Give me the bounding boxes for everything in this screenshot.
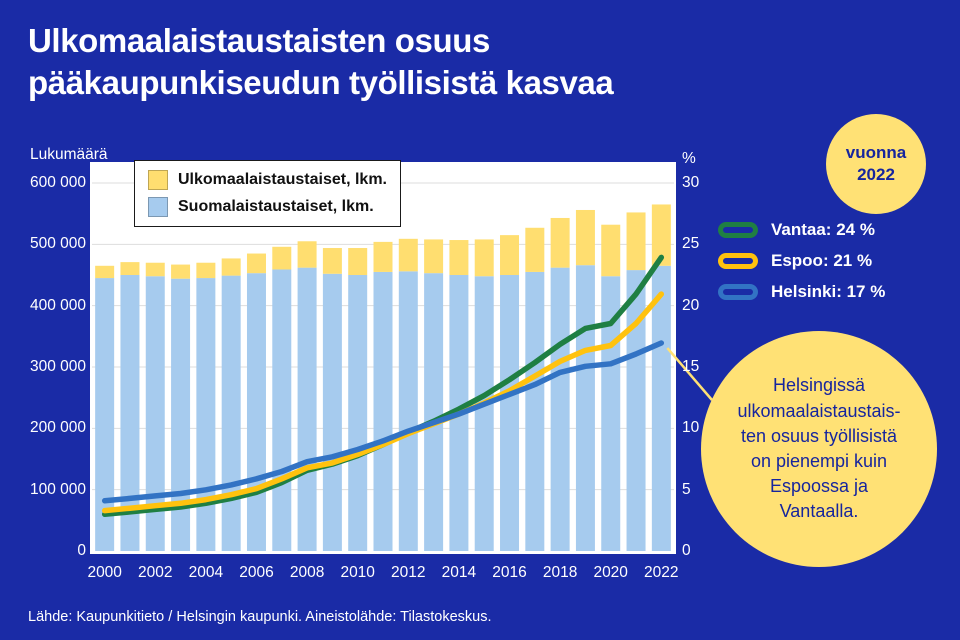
pct-axis-tick: 30	[682, 174, 700, 191]
pct-axis-tick: 15	[682, 357, 700, 375]
source-note: Lähde: Kaupunkitieto / Helsingin kaupunk…	[28, 609, 492, 625]
left-axis-ticks: 600 000 500 000 400 000 300 000 200 000 100 0…	[18, 173, 86, 561]
x-axis-tick: 2020	[593, 564, 628, 581]
callout-text: Helsingissä ulkomaalaistaustais- ten osu…	[737, 375, 901, 522]
y-axis-tick: 400 000	[29, 296, 86, 314]
legend-item-foreign: Ulkomaalaistaustaiset, lkm.	[148, 170, 387, 190]
page-title: Ulkomaalaistaustaisten osuus pääkaupunki…	[28, 20, 614, 104]
x-axis-tick: 2022	[644, 564, 679, 581]
line-legend: Vantaa: 24 % Espoo: 21 % Helsinki: 17 %	[718, 220, 885, 302]
year-badge: vuonna 2022	[826, 114, 926, 214]
right-axis-ticks: 30 25 20 15 10 5 0	[682, 173, 722, 561]
x-axis-tick: 2018	[542, 564, 578, 581]
finnish-bar-swatch-icon	[148, 197, 168, 217]
x-axis-tick: 2008	[289, 564, 325, 581]
pct-axis-tick: 5	[682, 480, 691, 498]
page-title-line2: pääkaupunkiseudun työllisistä kasvaa	[28, 64, 614, 102]
callout-bubble: Helsingissä ulkomaalaistaustais- ten osu…	[701, 331, 937, 567]
bar-legend: Ulkomaalaistaustaiset, lkm. Suomalaistau…	[134, 160, 401, 227]
x-axis-tick: 2006	[239, 564, 274, 581]
legend-item-label: Suomalaistaustaiset, lkm.	[178, 198, 374, 215]
pct-axis-tick: 20	[682, 296, 700, 314]
y-axis-tick: 200 000	[29, 419, 86, 437]
year-badge-text: vuonna 2022	[845, 142, 907, 184]
left-axis-label: Lukumäärä	[30, 146, 108, 163]
x-axis-ticks: 2000 2002 2004 2006 2008 2010 2012 2014 2016 2018…	[87, 564, 678, 586]
line-legend-item-espoo: Espoo: 21 %	[718, 251, 885, 271]
x-axis-tick: 2010	[340, 564, 375, 581]
espoo-line-swatch-icon	[718, 253, 758, 269]
y-axis-tick: 500 000	[29, 235, 86, 253]
vantaa-line-swatch-icon	[718, 222, 758, 238]
pct-axis-tick: 25	[682, 235, 700, 253]
legend-item-finnish: Suomalaistaustaiset, lkm.	[148, 197, 387, 217]
line-legend-label: Vantaa: 24 %	[771, 220, 875, 239]
y-axis-tick: 600 000	[29, 174, 86, 191]
x-axis-tick: 2002	[138, 564, 173, 581]
y-axis-tick: 0	[77, 541, 86, 559]
pct-axis-tick: 0	[682, 541, 691, 559]
y-axis-tick: 100 000	[29, 480, 86, 498]
line-legend-item-helsinki: Helsinki: 17 %	[718, 282, 885, 302]
foreign-bar-swatch-icon	[148, 170, 168, 190]
helsinki-line-swatch-icon	[718, 284, 758, 300]
y-axis-tick: 300 000	[29, 357, 86, 375]
x-axis-tick: 2000	[87, 564, 122, 581]
x-axis-tick: 2016	[492, 564, 527, 581]
x-axis-tick: 2014	[441, 564, 477, 581]
line-legend-label: Espoo: 21 %	[771, 251, 873, 270]
legend-item-label: Ulkomaalaistaustaiset, lkm.	[178, 171, 387, 188]
x-axis-tick: 2004	[188, 564, 224, 581]
right-axis-label: %	[682, 150, 696, 167]
line-legend-label: Helsinki: 17 %	[771, 282, 886, 301]
page-title-line1: Ulkomaalaistaustaisten osuus	[28, 22, 490, 59]
x-axis-tick: 2012	[391, 564, 426, 581]
pct-axis-tick: 10	[682, 419, 700, 437]
line-legend-item-vantaa: Vantaa: 24 %	[718, 220, 885, 240]
